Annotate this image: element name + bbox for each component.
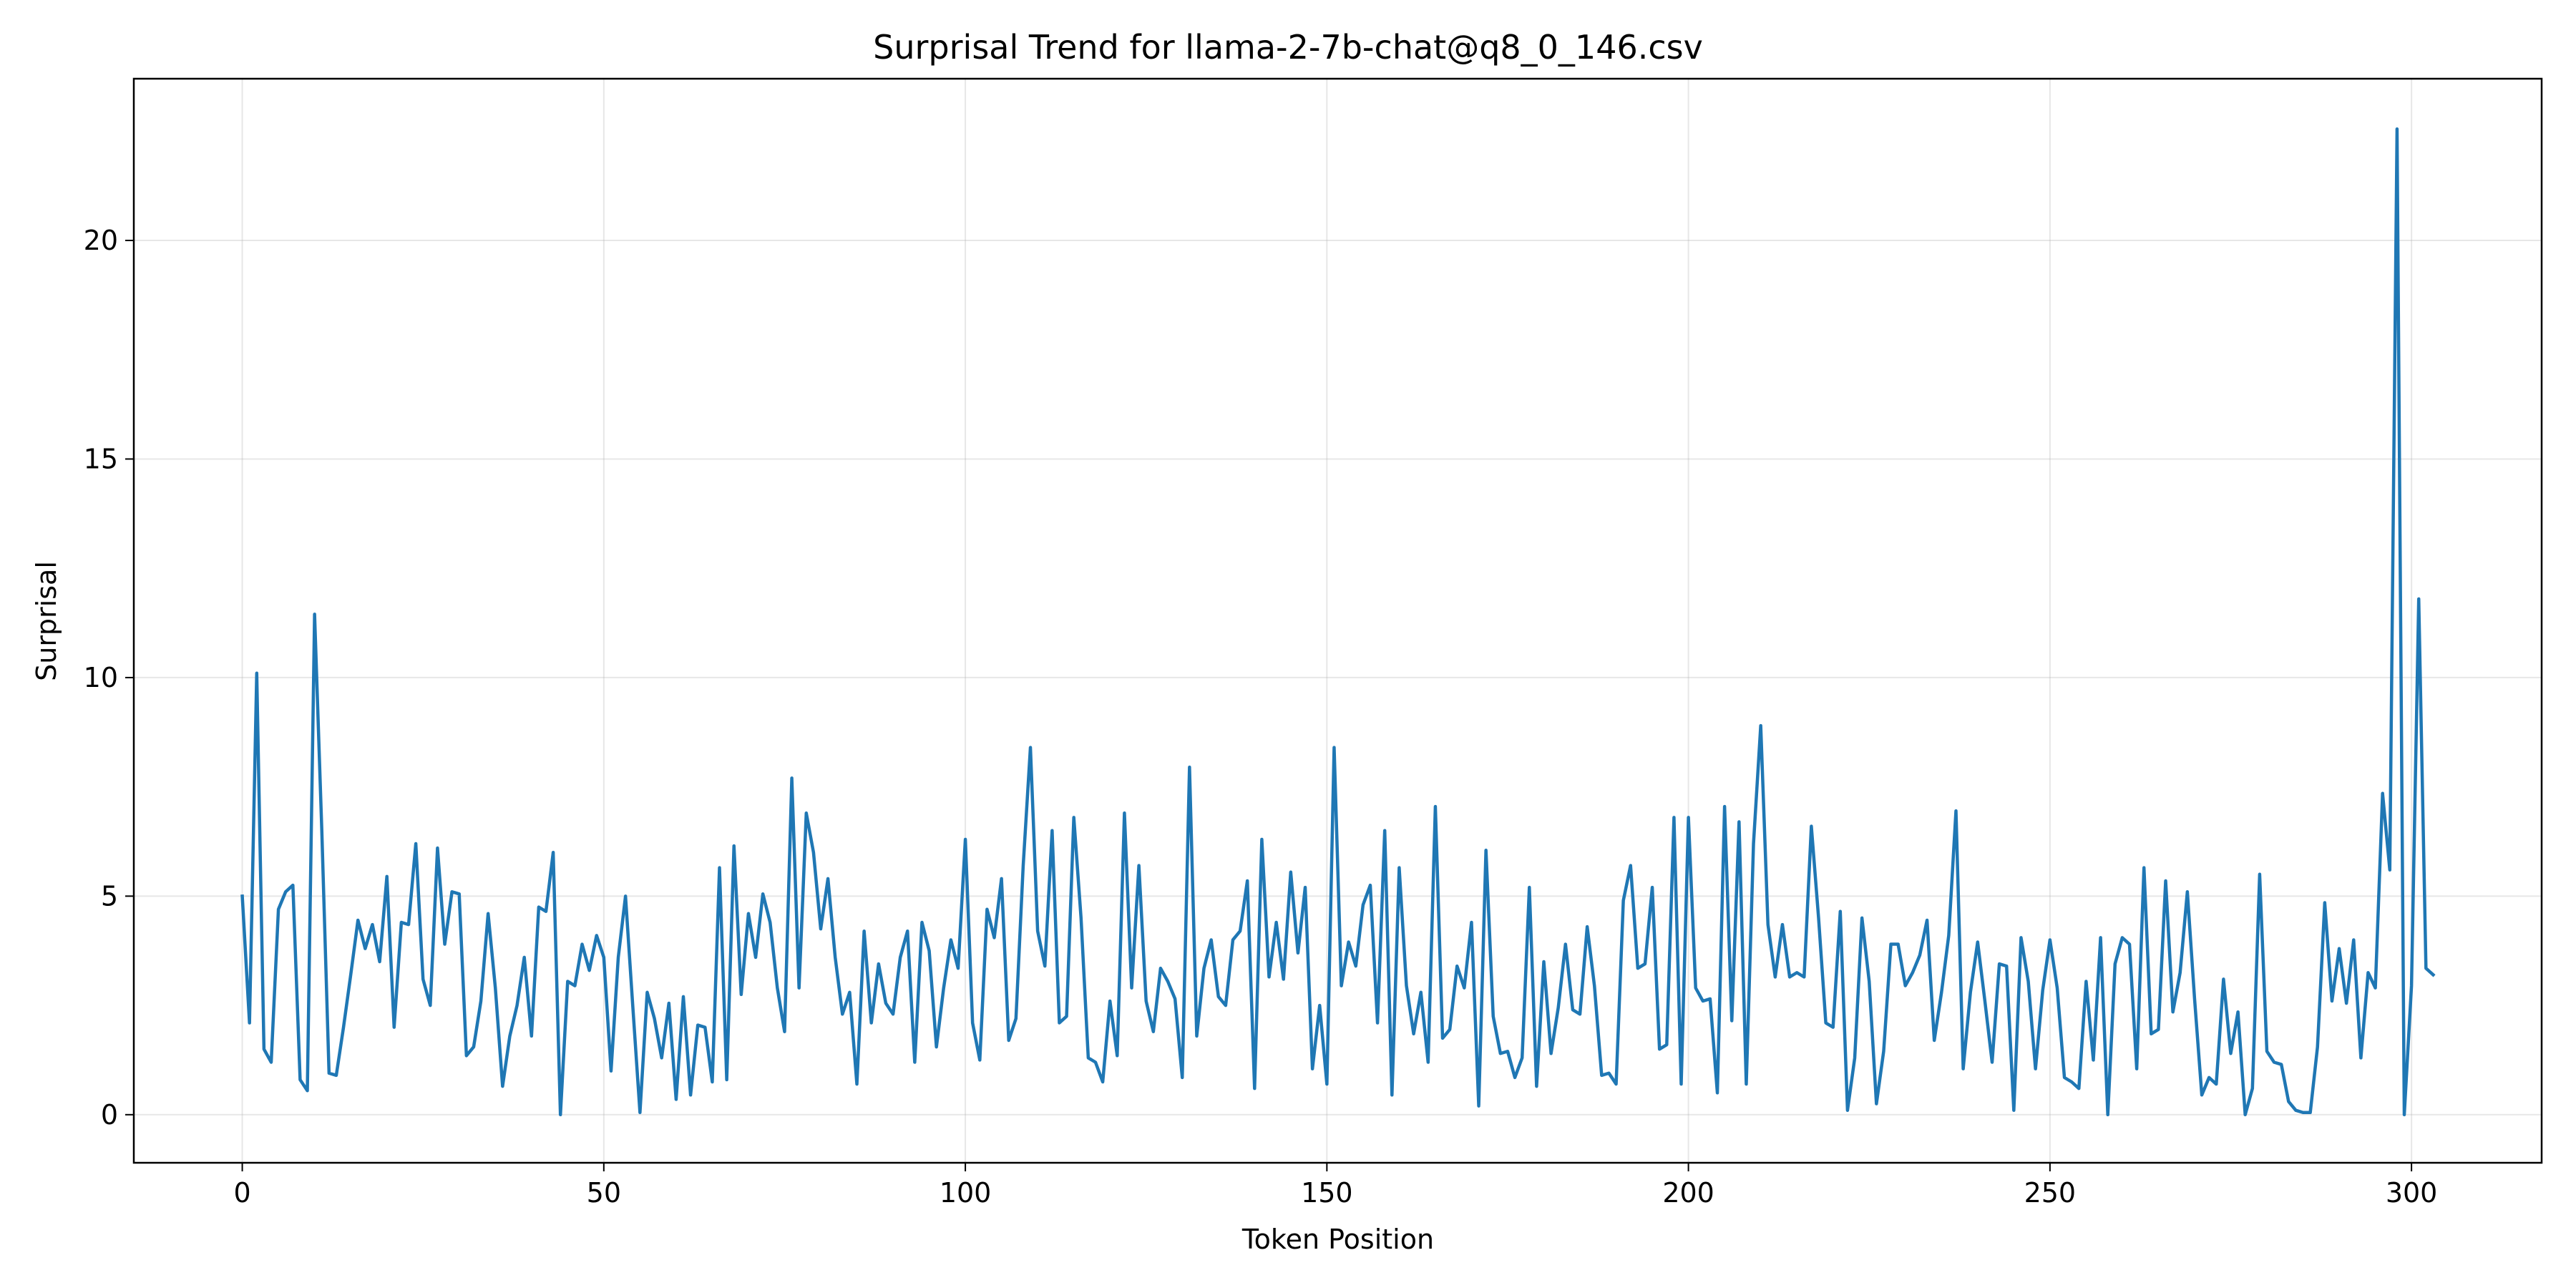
y-axis-ticks: 0 5 10 15 20	[84, 225, 134, 1131]
x-tick-label: 250	[2024, 1177, 2077, 1209]
y-tick-label: 15	[84, 443, 118, 474]
x-tick-label: 100	[940, 1177, 992, 1209]
y-tick-label: 20	[84, 225, 118, 256]
x-axis-ticks: 0 50 100 150 200 250 300	[233, 1163, 2437, 1209]
plot-frame	[132, 77, 2543, 1164]
x-tick-label: 50	[587, 1177, 621, 1209]
y-tick-label: 0	[101, 1099, 118, 1131]
x-tick-label: 0	[233, 1177, 250, 1209]
series-line	[240, 127, 2436, 1117]
series-group	[240, 127, 2436, 1117]
y-axis-label: Surprisal	[31, 561, 62, 681]
x-tick-label: 300	[2386, 1177, 2438, 1209]
chart-title: Surprisal Trend for llama-2-7b-chat@q8_0…	[873, 28, 1703, 67]
x-tick-label: 150	[1301, 1177, 1353, 1209]
y-tick-label: 10	[84, 662, 118, 693]
y-tick-label: 5	[101, 880, 118, 912]
x-tick-label: 200	[1662, 1177, 1714, 1209]
x-axis-label: Token Position	[1241, 1224, 1434, 1255]
